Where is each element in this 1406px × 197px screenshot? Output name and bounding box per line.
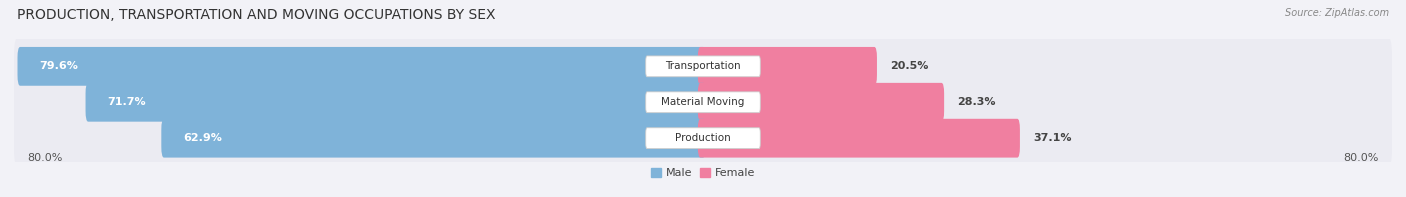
- Text: 28.3%: 28.3%: [957, 97, 995, 107]
- FancyBboxPatch shape: [697, 83, 945, 122]
- Text: 79.6%: 79.6%: [39, 61, 77, 71]
- FancyBboxPatch shape: [645, 56, 761, 77]
- FancyBboxPatch shape: [14, 37, 1392, 96]
- FancyBboxPatch shape: [86, 83, 706, 122]
- Text: 80.0%: 80.0%: [27, 153, 62, 163]
- Legend: Male, Female: Male, Female: [647, 164, 759, 183]
- Text: 62.9%: 62.9%: [183, 133, 222, 143]
- FancyBboxPatch shape: [645, 92, 761, 113]
- Text: 71.7%: 71.7%: [107, 97, 146, 107]
- FancyBboxPatch shape: [17, 47, 706, 86]
- Text: Transportation: Transportation: [665, 61, 741, 71]
- FancyBboxPatch shape: [14, 73, 1392, 132]
- Text: 37.1%: 37.1%: [1033, 133, 1071, 143]
- Text: 20.5%: 20.5%: [890, 61, 928, 71]
- FancyBboxPatch shape: [162, 119, 706, 158]
- FancyBboxPatch shape: [645, 128, 761, 149]
- FancyBboxPatch shape: [14, 109, 1392, 168]
- Text: Source: ZipAtlas.com: Source: ZipAtlas.com: [1285, 8, 1389, 18]
- Text: Production: Production: [675, 133, 731, 143]
- Text: PRODUCTION, TRANSPORTATION AND MOVING OCCUPATIONS BY SEX: PRODUCTION, TRANSPORTATION AND MOVING OC…: [17, 8, 495, 22]
- Text: Material Moving: Material Moving: [661, 97, 745, 107]
- FancyBboxPatch shape: [697, 119, 1019, 158]
- FancyBboxPatch shape: [697, 47, 877, 86]
- Text: 80.0%: 80.0%: [1344, 153, 1379, 163]
